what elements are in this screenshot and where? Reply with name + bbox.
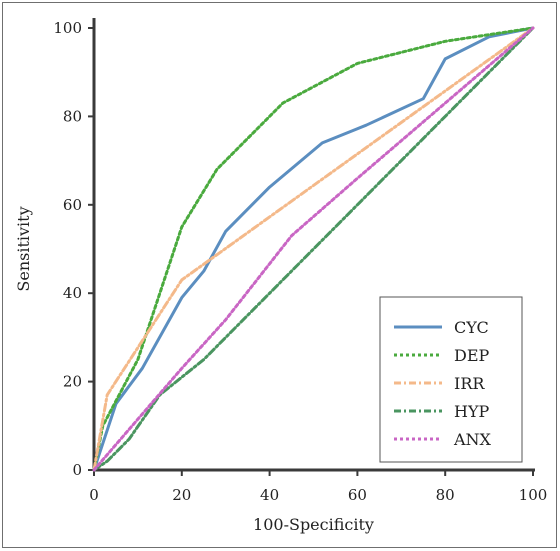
x-tick-label: 20 (172, 486, 191, 504)
legend-label-cyc: CYC (454, 318, 489, 337)
x-axis-title: 100-Specificity (253, 515, 374, 534)
series-line-dep (92, 26, 535, 472)
series-line-hyp (92, 26, 535, 472)
axes: 0 20 40 60 80 100 0 20 40 60 80 100 (53, 18, 547, 504)
y-tick-label: 0 (72, 461, 82, 479)
legend: CYC DEP IRR HYP ANX (379, 296, 523, 463)
x-tick-label: 100 (519, 486, 548, 504)
x-tick-label: 60 (348, 486, 367, 504)
x-tick-label: 40 (260, 486, 279, 504)
y-tick-label: 60 (63, 196, 82, 214)
y-tick-label: 20 (63, 373, 82, 391)
x-tick-label: 80 (436, 486, 455, 504)
legend-label-irr: IRR (454, 374, 485, 393)
legend-box (379, 296, 523, 463)
plot-series (92, 26, 535, 472)
series-line-anx (92, 26, 535, 472)
legend-label-anx: ANX (453, 430, 492, 449)
series-line-cyc (92, 26, 535, 472)
series-line-irr (92, 26, 535, 472)
legend-label-dep: DEP (454, 346, 490, 365)
legend-label-hyp: HYP (454, 402, 490, 421)
y-tick-label: 80 (63, 107, 82, 125)
x-tick-label: 0 (89, 486, 99, 504)
y-tick-label: 40 (63, 284, 82, 302)
y-axis-title: Sensitivity (14, 206, 33, 291)
y-tick-label: 100 (53, 19, 82, 37)
